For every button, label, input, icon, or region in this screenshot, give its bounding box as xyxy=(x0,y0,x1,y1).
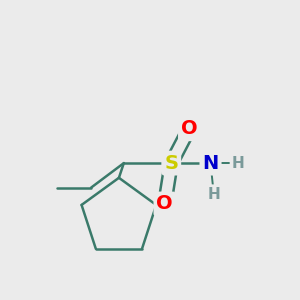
Text: H: H xyxy=(207,187,220,202)
Text: S: S xyxy=(164,154,178,172)
Text: N: N xyxy=(202,154,219,172)
Text: H: H xyxy=(232,156,245,171)
Text: O: O xyxy=(156,194,173,214)
Text: O: O xyxy=(181,119,198,138)
